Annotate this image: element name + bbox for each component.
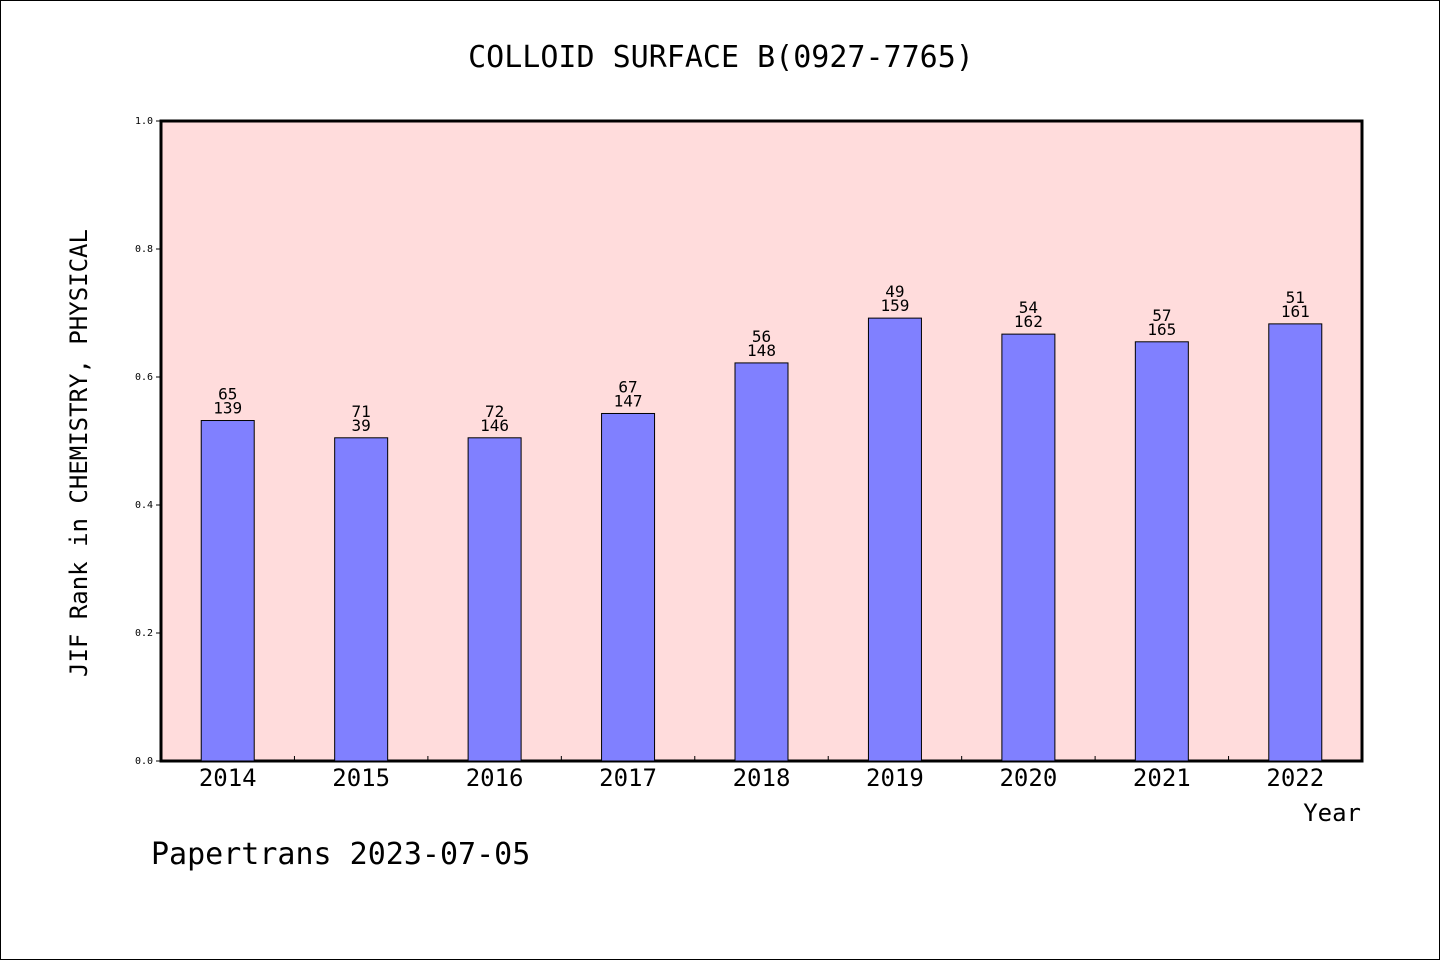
x-tick-label-2021: 2021: [1133, 764, 1191, 792]
data-label-bottom-2018: 148: [747, 341, 776, 360]
y-axis-label: JIF Rank in CHEMISTRY, PHYSICAL: [65, 229, 93, 677]
x-tick-label-2014: 2014: [199, 764, 257, 792]
chart-title: COLLOID SURFACE B(0927-7765): [468, 40, 974, 75]
data-label-top-2021: 57: [1152, 306, 1171, 325]
y-tick-label-1.0: 1.0: [135, 116, 153, 127]
y-tick-label-0.0: 0.0: [135, 756, 153, 767]
bar-2020: [1001, 333, 1056, 762]
x-tick-label-2019: 2019: [866, 764, 924, 792]
data-label-bottom-2017: 147: [614, 391, 643, 410]
data-label-top-2019: 49: [885, 282, 904, 301]
bar-2018: [734, 362, 789, 762]
x-tick-label-2015: 2015: [332, 764, 390, 792]
y-tick-label-0.8: 0.8: [135, 244, 153, 255]
y-tick-label-0.4: 0.4: [135, 500, 153, 511]
bar-2015: [334, 437, 389, 762]
bar-2014: [200, 420, 255, 762]
data-label-top-2016: 72: [485, 402, 504, 421]
x-tick-labels: 2014 2015 2016 2017 2018 2019 2020 2021 2022: [199, 764, 1324, 792]
footer-text: Papertrans 2023-07-05: [151, 837, 530, 872]
bar-2017: [601, 412, 656, 762]
x-tick-label-2018: 2018: [733, 764, 791, 792]
data-label-bottom-2016: 146: [480, 416, 509, 435]
data-label-bottom-2014: 139: [213, 399, 242, 418]
data-label-top-2017: 67: [618, 377, 637, 396]
x-tick-label-2020: 2020: [999, 764, 1057, 792]
data-label-bottom-2022: 161: [1281, 302, 1310, 321]
data-label-bottom-2020: 162: [1014, 312, 1043, 331]
bar-2016: [467, 437, 522, 762]
data-label-top-2022: 51: [1286, 288, 1305, 307]
data-label-top-2020: 54: [1019, 298, 1038, 317]
x-tick-label-2022: 2022: [1266, 764, 1324, 792]
x-tick-label-2017: 2017: [599, 764, 657, 792]
data-label-top-2015: 71: [352, 402, 371, 421]
data-label-bottom-2021: 165: [1147, 320, 1176, 339]
axis-ticks: [156, 120, 1230, 762]
data-label-top-2014: 65: [218, 385, 237, 404]
data-label-bottom-2019: 159: [880, 296, 909, 315]
bar-2021: [1134, 341, 1189, 762]
x-axis-label: Year: [1303, 799, 1361, 827]
bar-2019: [867, 317, 922, 762]
bar-2022: [1268, 323, 1323, 762]
data-label-bottom-2015: 39: [352, 416, 371, 435]
y-tick-label-0.6: 0.6: [135, 372, 153, 383]
data-label-top-2018: 56: [752, 327, 771, 346]
x-tick-label-2016: 2016: [466, 764, 524, 792]
y-tick-labels: 0.0 0.2 0.4 0.6 0.8 1.0: [135, 116, 153, 767]
bars: [200, 317, 1323, 762]
y-tick-label-0.2: 0.2: [135, 628, 153, 639]
